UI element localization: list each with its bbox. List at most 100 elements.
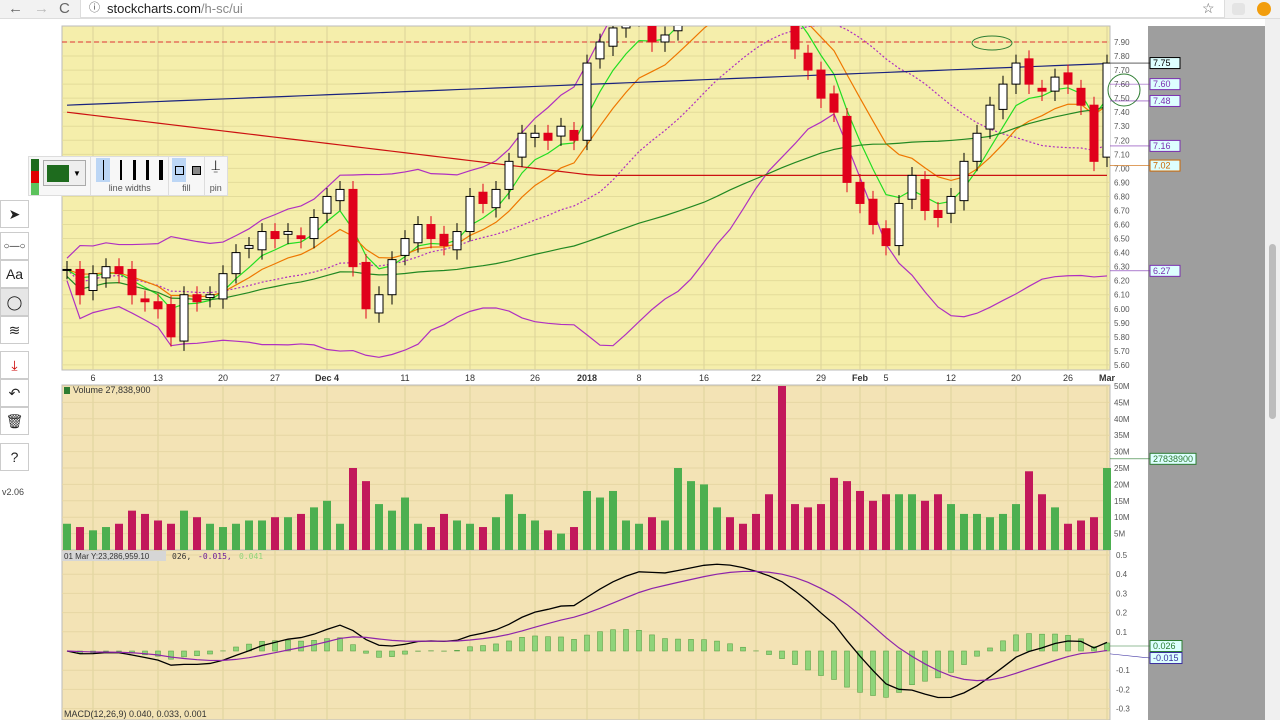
macd-histogram-bar — [688, 639, 694, 652]
date-tick-label: 20 — [218, 373, 228, 383]
macd-histogram-bar — [883, 650, 889, 698]
candle-body — [322, 195, 332, 214]
swatch-dark-green[interactable] — [31, 159, 39, 171]
line-width-2[interactable] — [120, 160, 123, 180]
extension-icon[interactable] — [1232, 3, 1245, 15]
volume-bar — [895, 494, 903, 550]
undo-button[interactable]: ↶ — [0, 379, 29, 407]
macd-histogram-bar — [818, 650, 824, 676]
line-widths-label: line widths — [108, 183, 151, 193]
candle-body — [595, 41, 605, 60]
delete-button[interactable]: 🗑 — [0, 407, 29, 435]
download-button[interactable]: ⤓ — [0, 351, 29, 379]
volume-bar — [583, 490, 591, 550]
macd-histogram-bar — [1026, 633, 1032, 652]
pointer-tool[interactable]: ➤ — [0, 200, 29, 228]
circle-tool[interactable]: ◯ — [0, 288, 29, 316]
macd-histogram-bar — [545, 636, 551, 652]
line-width-5[interactable] — [159, 160, 164, 180]
volume-bar — [791, 504, 799, 550]
volume-bar — [778, 386, 786, 550]
macd-histogram-bar — [1078, 638, 1084, 652]
macd-tick-label: -0.2 — [1116, 685, 1130, 694]
volume-bar — [1090, 517, 1098, 550]
candle-body — [972, 132, 982, 162]
fibonacci-tool[interactable]: ≋ — [0, 316, 29, 344]
volume-bar — [401, 497, 409, 550]
volume-bar — [1064, 523, 1072, 550]
candle-body — [556, 125, 566, 137]
swatch-red[interactable] — [31, 171, 39, 183]
volume-bar — [830, 477, 838, 550]
scrollbar[interactable] — [1265, 19, 1280, 720]
reload-button[interactable]: C — [59, 0, 70, 17]
color-picker[interactable]: ▼ — [43, 160, 87, 186]
line-width-4[interactable] — [145, 160, 149, 180]
candle-body — [387, 259, 397, 296]
line-tool[interactable]: ○—○ — [0, 232, 29, 260]
hover-readout-bg — [62, 551, 166, 561]
fill-none-button[interactable] — [172, 158, 187, 182]
line-width-3[interactable] — [132, 160, 136, 180]
candle-body — [478, 191, 488, 204]
macd-tick-label: 0.3 — [1116, 589, 1128, 598]
bookmark-star-icon[interactable]: ☆ — [1202, 0, 1215, 16]
macd-histogram-bar — [727, 643, 733, 652]
pin-group[interactable]: ⍊ pin — [203, 157, 227, 195]
candle-body — [868, 198, 878, 226]
volume-bar — [258, 520, 266, 550]
date-tick-label: 29 — [816, 373, 826, 383]
macd-histogram-bar — [922, 650, 928, 682]
volume-tick-label: 10M — [1114, 513, 1130, 522]
macd-histogram-bar — [948, 650, 954, 673]
back-button[interactable]: ← — [8, 0, 23, 17]
swatch-green[interactable] — [31, 183, 39, 195]
stock-chart[interactable]: 7.90 7.80 7.70 7.60 7.50 7.40 7.30 7.20 7.10 7.00… — [0, 0, 1200, 720]
price-tick-label: 6.30 — [1114, 263, 1130, 272]
candle-body — [1076, 87, 1086, 106]
macd-histogram-bar — [1052, 633, 1058, 652]
macd-histogram-bar — [376, 650, 382, 658]
fill-solid-button[interactable] — [191, 165, 201, 175]
macd-histogram-bar — [571, 639, 577, 652]
line-width-1[interactable] — [96, 158, 111, 182]
candle-body — [673, 26, 683, 32]
candle-body — [582, 62, 592, 141]
help-icon: ? — [10, 449, 19, 465]
text-tool[interactable]: Aa — [0, 260, 29, 288]
macd-tick-label: -0.3 — [1116, 705, 1130, 714]
price-series — [62, 14, 1110, 358]
help-button[interactable]: ? — [0, 443, 29, 471]
macd-tag-label: 0.026 — [1153, 641, 1176, 651]
price-tag-label: 7.48 — [1153, 96, 1171, 106]
macd-histogram-bar — [402, 650, 408, 655]
macd-histogram-bar — [935, 650, 941, 679]
date-tick-label: 27 — [270, 373, 280, 383]
volume-tick-label: 15M — [1114, 497, 1130, 506]
address-bar[interactable]: ⓘ stockcharts.com/h-sc/ui — [80, 0, 1225, 18]
candle-body — [114, 266, 124, 275]
candle-body — [101, 266, 111, 279]
info-icon: ⓘ — [89, 2, 100, 14]
candle-body — [361, 261, 371, 310]
forward-button[interactable]: → — [34, 0, 49, 17]
download-icon: ⤓ — [11, 356, 18, 373]
macd-histogram-bar — [194, 650, 200, 656]
candle-body — [283, 231, 293, 235]
volume-bar — [739, 523, 747, 550]
candle-body — [635, 14, 643, 17]
volume-bar — [492, 517, 500, 550]
profile-icon[interactable] — [1257, 2, 1271, 16]
date-tick-label: 20 — [1011, 373, 1021, 383]
macd-histogram-bar — [207, 650, 213, 655]
volume-bar — [453, 520, 461, 550]
macd-histogram-bar — [766, 650, 772, 655]
macd-tag — [1149, 640, 1183, 653]
scrollbar-thumb[interactable] — [1269, 244, 1276, 419]
macd-readout-value: 0.041 — [239, 552, 263, 561]
volume-bar — [232, 523, 240, 550]
macd-histogram-bar — [909, 650, 915, 685]
price-tick-label: 6.80 — [1114, 192, 1130, 201]
candle-body — [1050, 76, 1060, 92]
volume-icon — [64, 387, 70, 394]
